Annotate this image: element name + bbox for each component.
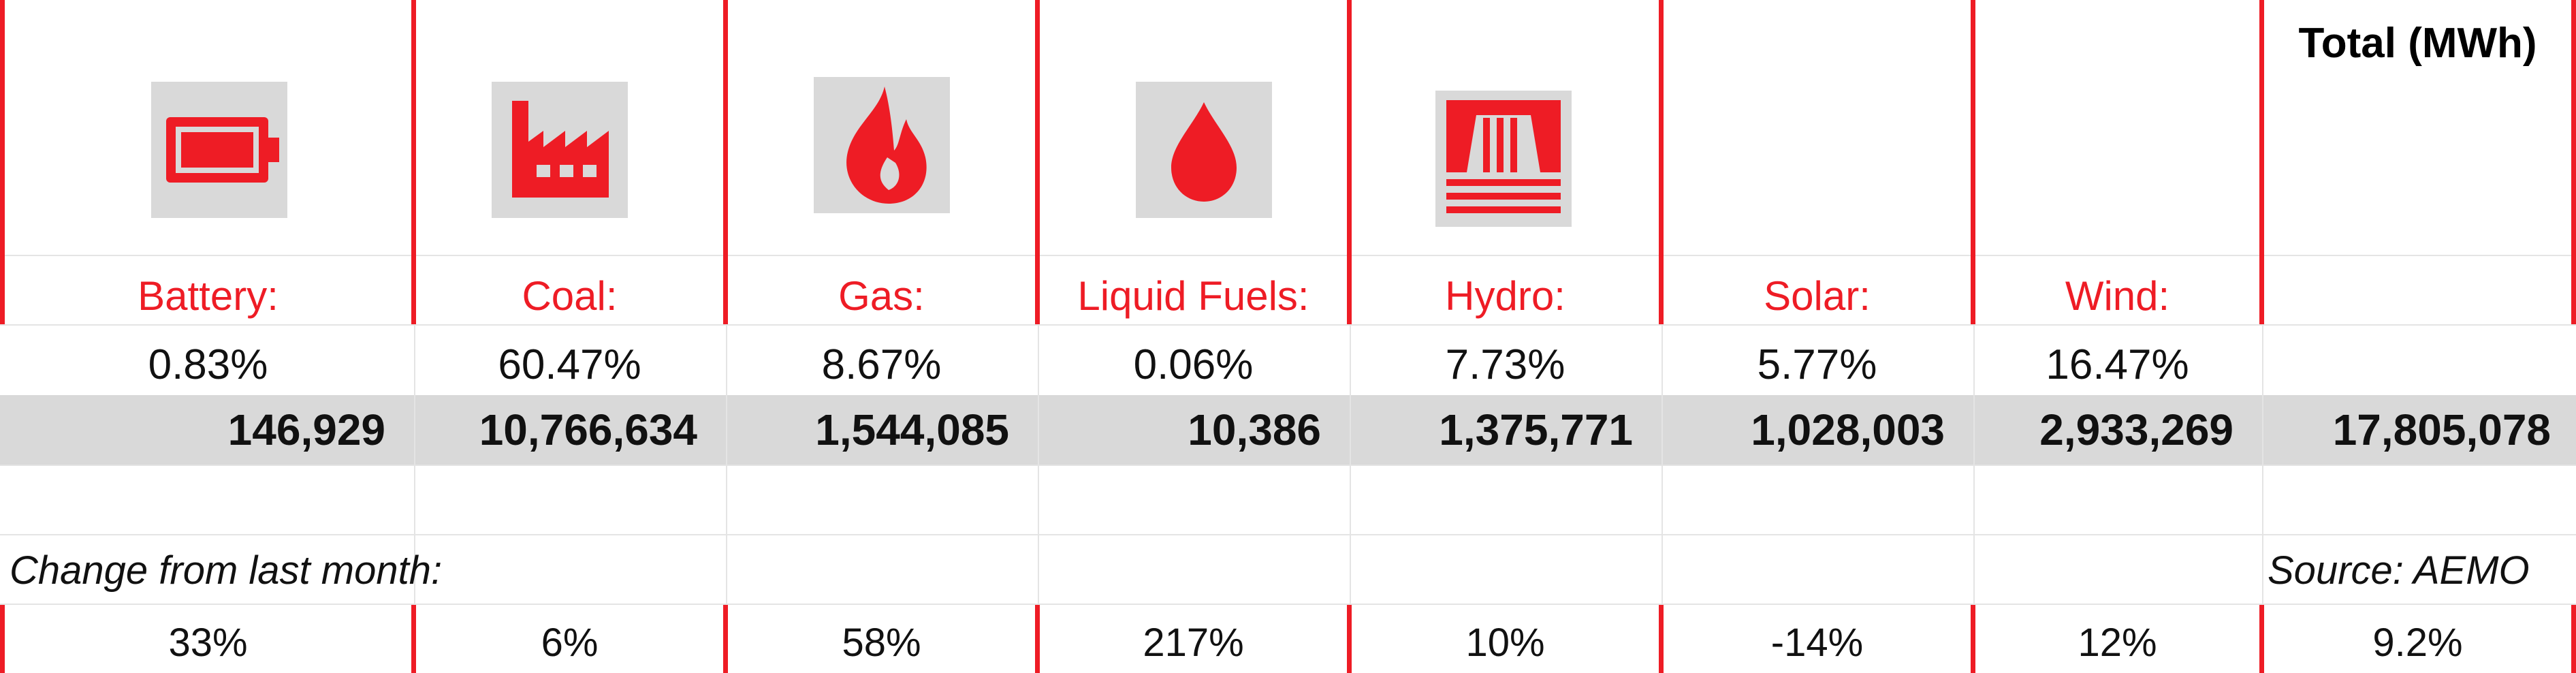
- source-label-solar: Solar:: [1764, 272, 1871, 319]
- column-divider: [1659, 605, 1664, 673]
- column-divider: [1659, 0, 1664, 324]
- mwh-solar: 1,028,003: [1751, 405, 1945, 454]
- mwh-battery: 146,929: [227, 405, 385, 454]
- source-label-coal: Coal:: [522, 272, 618, 319]
- column-divider: [411, 605, 416, 673]
- gridline: [414, 324, 415, 605]
- mwh-liquid-fuels: 10,386: [1188, 405, 1321, 454]
- column-divider: [0, 0, 5, 324]
- change-gas: 58%: [842, 620, 921, 665]
- gridline: [726, 324, 727, 605]
- droplet-icon: [1136, 82, 1272, 218]
- change-label: Change from last month:: [10, 548, 443, 593]
- total-header: Total (MWh): [2298, 19, 2537, 67]
- column-divider: [1035, 0, 1040, 324]
- column-divider: [1347, 605, 1352, 673]
- change-coal: 6%: [541, 620, 599, 665]
- gridline: [1973, 324, 1975, 605]
- column-divider: [2259, 605, 2264, 673]
- gridline: [0, 604, 2576, 605]
- source-label-hydro: Hydro:: [1445, 272, 1565, 319]
- share-battery: 0.83%: [148, 341, 268, 388]
- column-divider: [723, 605, 728, 673]
- column-divider: [2571, 0, 2576, 324]
- gridline: [0, 465, 2576, 466]
- column-divider: [723, 0, 728, 324]
- gridline: [1661, 324, 1663, 605]
- gridline: [0, 534, 2576, 535]
- share-hydro: 7.73%: [1445, 341, 1565, 388]
- source-label-gas: Gas:: [838, 272, 925, 319]
- column-divider: [411, 0, 416, 324]
- change-liquid-fuels: 217%: [1143, 620, 1244, 665]
- share-wind: 16.47%: [2046, 341, 2189, 388]
- mwh-gas: 1,544,085: [815, 405, 1009, 454]
- gridline: [0, 255, 2576, 256]
- values-band: [0, 395, 2576, 465]
- source-label-liquid-fuels: Liquid Fuels:: [1077, 272, 1309, 319]
- change-solar: -14%: [1770, 620, 1864, 665]
- column-divider: [1971, 605, 1975, 673]
- factory-icon: [492, 82, 628, 218]
- change-hydro: 10%: [1465, 620, 1545, 665]
- source-label-battery: Battery:: [138, 272, 279, 319]
- column-divider: [2571, 605, 2576, 673]
- column-divider: [1035, 605, 1040, 673]
- change-battery: 33%: [168, 620, 248, 665]
- mwh-hydro: 1,375,771: [1439, 405, 1633, 454]
- battery-icon: [151, 82, 287, 218]
- share-gas: 8.67%: [821, 341, 942, 388]
- mwh-total: 17,805,078: [2332, 405, 2551, 454]
- gridline: [1350, 324, 1351, 605]
- column-divider: [2259, 0, 2264, 324]
- share-solar: 5.77%: [1757, 341, 1877, 388]
- mwh-coal: 10,766,634: [479, 405, 697, 454]
- change-total: 9.2%: [2372, 620, 2463, 665]
- mwh-wind: 2,933,269: [2039, 405, 2233, 454]
- flame-icon: [814, 77, 950, 213]
- dam-icon: [1435, 91, 1572, 227]
- column-divider: [1971, 0, 1975, 324]
- gridline: [1038, 324, 1039, 605]
- column-divider: [0, 605, 5, 673]
- gridline: [2262, 324, 2263, 605]
- gridline: [0, 324, 2576, 326]
- column-divider: [1347, 0, 1352, 324]
- source-label: Source: AEMO: [2268, 548, 2530, 593]
- share-coal: 60.47%: [498, 341, 641, 388]
- source-label-wind: Wind:: [2065, 272, 2170, 319]
- change-wind: 12%: [2078, 620, 2157, 665]
- share-liquid-fuels: 0.06%: [1133, 341, 1254, 388]
